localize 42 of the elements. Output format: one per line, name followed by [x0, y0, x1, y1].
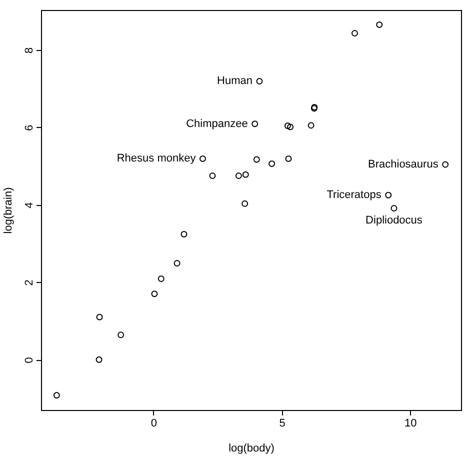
- point: [242, 171, 249, 178]
- x-tick-label: 10: [404, 418, 417, 430]
- annotation: Rhesus monkey: [116, 152, 196, 165]
- point: [242, 200, 248, 207]
- point: [390, 205, 398, 212]
- point: [308, 122, 314, 129]
- point: [96, 356, 102, 363]
- annotation: Chimpanzee: [186, 118, 248, 130]
- point: [351, 30, 358, 36]
- point: [118, 332, 124, 338]
- point: [284, 122, 291, 130]
- point: [252, 120, 258, 128]
- x-tick-label: 0: [150, 418, 158, 430]
- y-axis-title: log(brain): [2, 187, 14, 234]
- y-tick-label: 8: [24, 47, 36, 54]
- x-tick-label: 5: [279, 418, 286, 430]
- point: [385, 192, 392, 198]
- point: [96, 314, 103, 320]
- y-tick-label: 2: [24, 280, 36, 286]
- point: [376, 21, 383, 28]
- point: [180, 230, 188, 238]
- annotation: Brachiosaurus: [368, 158, 439, 170]
- point: [285, 155, 292, 162]
- annotation: Triceratops: [326, 189, 382, 202]
- point: [256, 78, 263, 84]
- annotation: Human: [217, 75, 252, 88]
- y-tick-label: 0: [24, 357, 36, 364]
- point: [199, 155, 206, 162]
- point: [158, 276, 164, 282]
- point: [53, 392, 60, 399]
- y-tick-label: 4: [24, 202, 36, 208]
- point: [209, 172, 216, 179]
- point: [235, 172, 242, 179]
- point: [253, 156, 260, 163]
- y-tick-label: 6: [24, 124, 36, 131]
- point: [174, 260, 180, 266]
- annotation: Dipliodocus: [366, 214, 423, 226]
- point: [442, 161, 449, 168]
- x-axis-title: log(body): [228, 442, 274, 454]
- point: [268, 160, 276, 167]
- point: [287, 124, 294, 130]
- point: [151, 290, 158, 298]
